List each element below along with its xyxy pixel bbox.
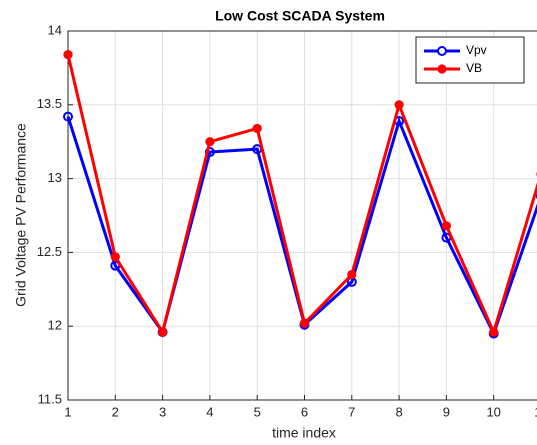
- data-point: [63, 111, 73, 122]
- x-tick-label: 1: [64, 404, 71, 419]
- data-point: [205, 137, 215, 147]
- x-tick-label: 3: [159, 404, 166, 419]
- data-point: [441, 221, 451, 231]
- x-tick-label: 9: [443, 404, 450, 419]
- legend-marker: [437, 46, 447, 56]
- x-tick-label: 8: [395, 404, 402, 419]
- data-point: [158, 327, 168, 337]
- data-point: [347, 269, 357, 280]
- plot-frame: [67, 30, 537, 401]
- x-tick-label: 5: [254, 404, 261, 419]
- x-tick-label: 4: [206, 404, 213, 419]
- legend-label: Vpv: [466, 43, 487, 57]
- chart-title: Low Cost SCADA System: [215, 8, 385, 24]
- y-tick-label: 11.5: [38, 391, 62, 406]
- x-tick-label: 10: [486, 404, 500, 419]
- x-tick-label: 2: [112, 404, 119, 419]
- y-tick-label: 12.5: [37, 244, 62, 259]
- x-tick-label: 6: [301, 404, 308, 419]
- y-tick-label: 14: [48, 22, 62, 37]
- y-tick-label: 13: [48, 170, 62, 185]
- data-point: [63, 50, 73, 60]
- data-point: [394, 100, 404, 110]
- x-axis-label: time index: [272, 425, 336, 441]
- data-point: [489, 327, 499, 337]
- y-tick-label: 13.5: [37, 96, 62, 111]
- x-tick-label: 11: [534, 404, 537, 419]
- data-point: [299, 318, 310, 328]
- legend-label: VB: [466, 61, 482, 75]
- y-tick-label: 12: [48, 318, 62, 333]
- x-tick-label: 7: [348, 404, 355, 419]
- legend-box: [415, 36, 525, 84]
- y-axis-label: Grid Voltage PV Performance: [13, 123, 29, 307]
- data-point: [252, 123, 262, 134]
- legend-marker: [437, 64, 447, 74]
- data-point: [110, 252, 120, 262]
